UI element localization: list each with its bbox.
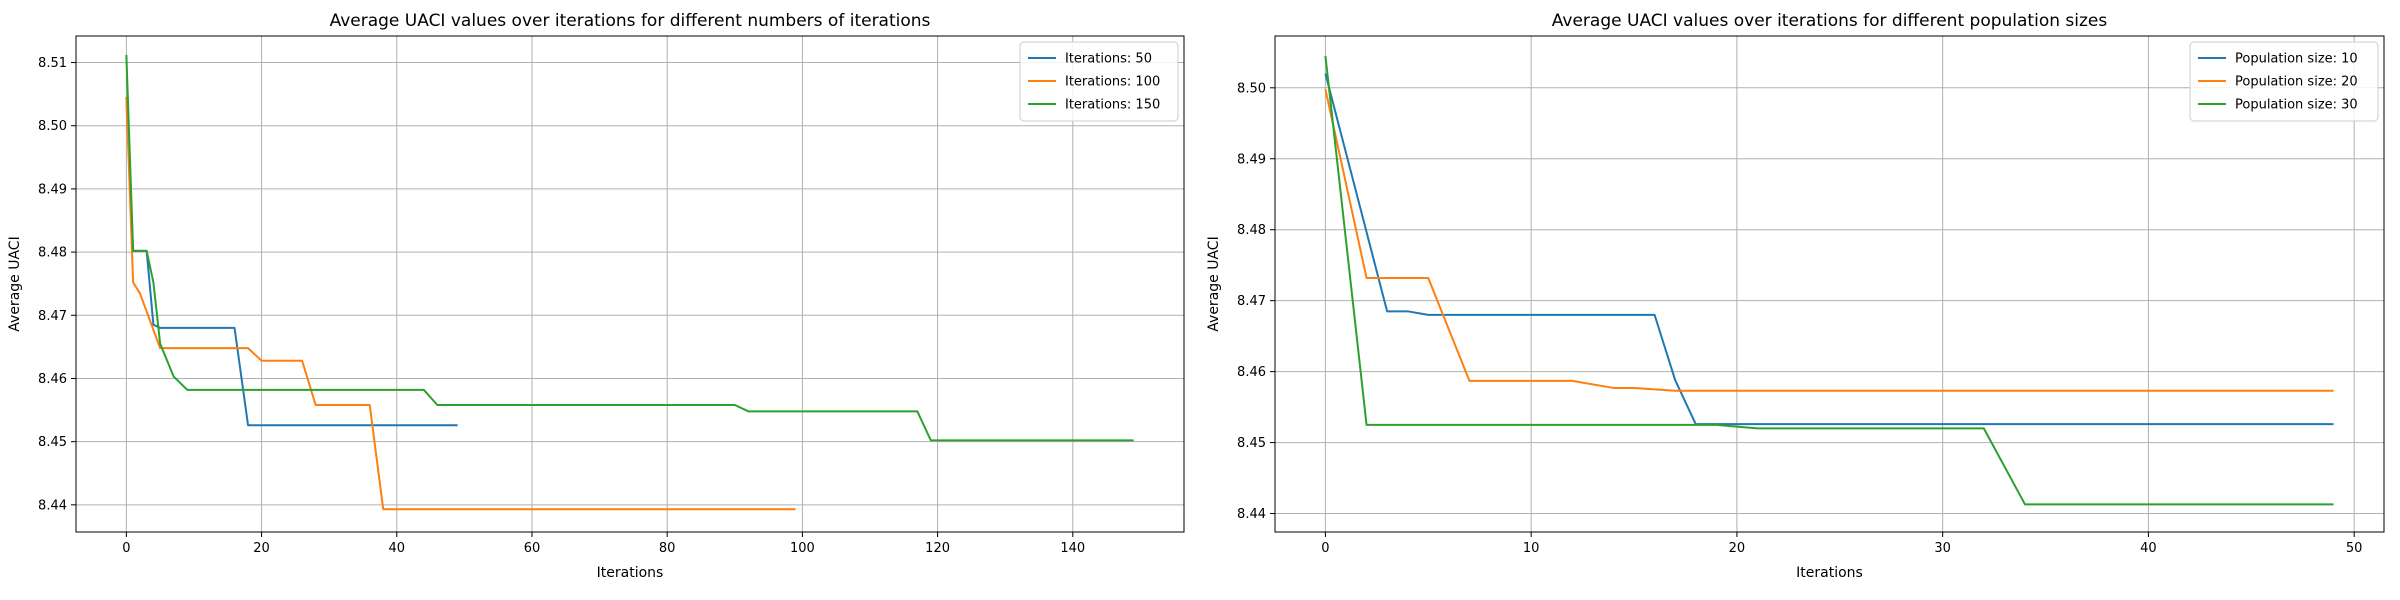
x-axis-label: Iterations xyxy=(597,565,664,581)
y-tick-label: 8.51 xyxy=(38,56,67,71)
y-tick-label: 8.47 xyxy=(1237,294,1266,309)
legend-box xyxy=(2189,41,2379,122)
chart-title: Average UACI values over iterations for … xyxy=(330,11,931,31)
y-axis-label: Average UACI xyxy=(7,236,23,331)
x-tick-label: 30 xyxy=(1934,541,1951,556)
y-axis-label: Average UACI xyxy=(1206,236,1222,331)
y-tick-label: 8.44 xyxy=(1237,507,1266,522)
x-tick-label: 100 xyxy=(790,541,815,556)
y-tick-label: 8.49 xyxy=(38,182,67,197)
y-tick-label: 8.48 xyxy=(1237,223,1266,238)
legend-label: Iterations: 150 xyxy=(1065,98,1160,113)
legend: Population size: 10 Population size: 20 Po… xyxy=(2189,41,2379,122)
series-line-1 xyxy=(1324,73,2334,426)
chart-1: 0 20 40 60 80 100 120 140 8.44 8.45 8.46 8.47 8.48 8.… xyxy=(7,11,1185,581)
legend-label: Population size: 20 xyxy=(2235,75,2358,90)
series-line-3 xyxy=(1324,55,2334,506)
series-line-2 xyxy=(125,97,796,511)
y-tick-label: 8.46 xyxy=(38,372,67,387)
x-tick-label: 120 xyxy=(925,541,950,556)
series-line-2 xyxy=(1324,89,2334,392)
y-tick-label: 8.47 xyxy=(38,309,67,324)
y-tick-label: 8.49 xyxy=(1237,152,1266,167)
x-tick-label: 50 xyxy=(2346,541,2363,556)
legend-label: Population size: 30 xyxy=(2235,98,2358,113)
legend-label: Population size: 10 xyxy=(2235,52,2358,67)
plot-frame xyxy=(75,35,1185,533)
plot-frame xyxy=(1274,35,2385,533)
x-tick-label: 20 xyxy=(1729,541,1746,556)
chart-title: Average UACI values over iterations for … xyxy=(1552,11,2108,31)
x-tick-label: 20 xyxy=(253,541,270,556)
legend-label: Iterations: 50 xyxy=(1065,52,1152,67)
y-tick-label: 8.50 xyxy=(1237,81,1266,96)
series-line-3 xyxy=(125,54,1134,442)
legend-box xyxy=(1019,41,1179,122)
y-tick-label: 8.44 xyxy=(38,498,67,513)
legend: Iterations: 50 Iterations: 100 Iterations:… xyxy=(1019,41,1179,122)
x-tick-label: 40 xyxy=(2140,541,2157,556)
legend-label: Iterations: 100 xyxy=(1065,75,1160,90)
x-tick-label: 140 xyxy=(1060,541,1085,556)
x-tick-label: 0 xyxy=(1321,541,1329,556)
x-tick-label: 40 xyxy=(388,541,405,556)
x-tick-label: 0 xyxy=(122,541,130,556)
x-tick-label: 10 xyxy=(1523,541,1540,556)
y-tick-label: 8.48 xyxy=(38,246,67,261)
chart-2: 0 10 20 30 40 50 8.44 8.45 8.46 8.47 8.48 8.49 8.50 A… xyxy=(1206,11,2385,581)
y-tick-label: 8.45 xyxy=(1237,436,1266,451)
y-tick-label: 8.50 xyxy=(38,119,67,134)
y-tick-label: 8.46 xyxy=(1237,365,1266,380)
y-tick-label: 8.45 xyxy=(38,435,67,450)
x-tick-label: 80 xyxy=(659,541,676,556)
x-tick-label: 60 xyxy=(524,541,541,556)
x-axis-label: Iterations xyxy=(1796,565,1863,581)
